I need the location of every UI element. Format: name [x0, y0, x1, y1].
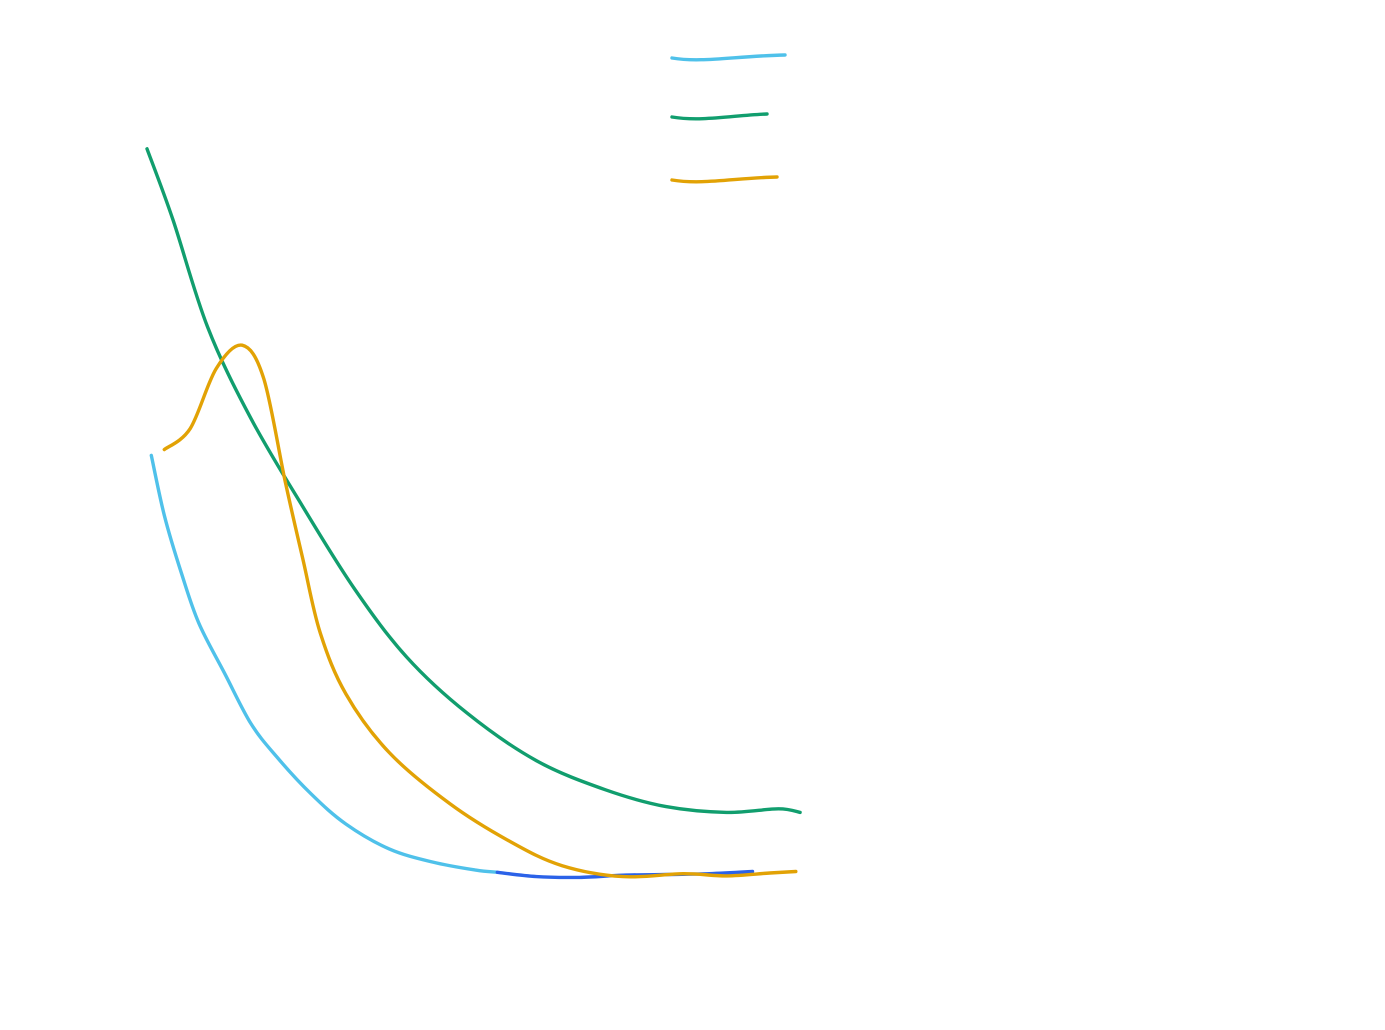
- series-layer: [145, 147, 802, 880]
- series-line-3: [145, 147, 802, 815]
- legend: [670, 53, 787, 184]
- series-line-1: [149, 453, 499, 874]
- legend-swatch-2: [670, 112, 769, 121]
- legend-swatch-1: [670, 53, 787, 62]
- series-line-4: [162, 343, 798, 879]
- legend-swatch-3: [670, 175, 779, 184]
